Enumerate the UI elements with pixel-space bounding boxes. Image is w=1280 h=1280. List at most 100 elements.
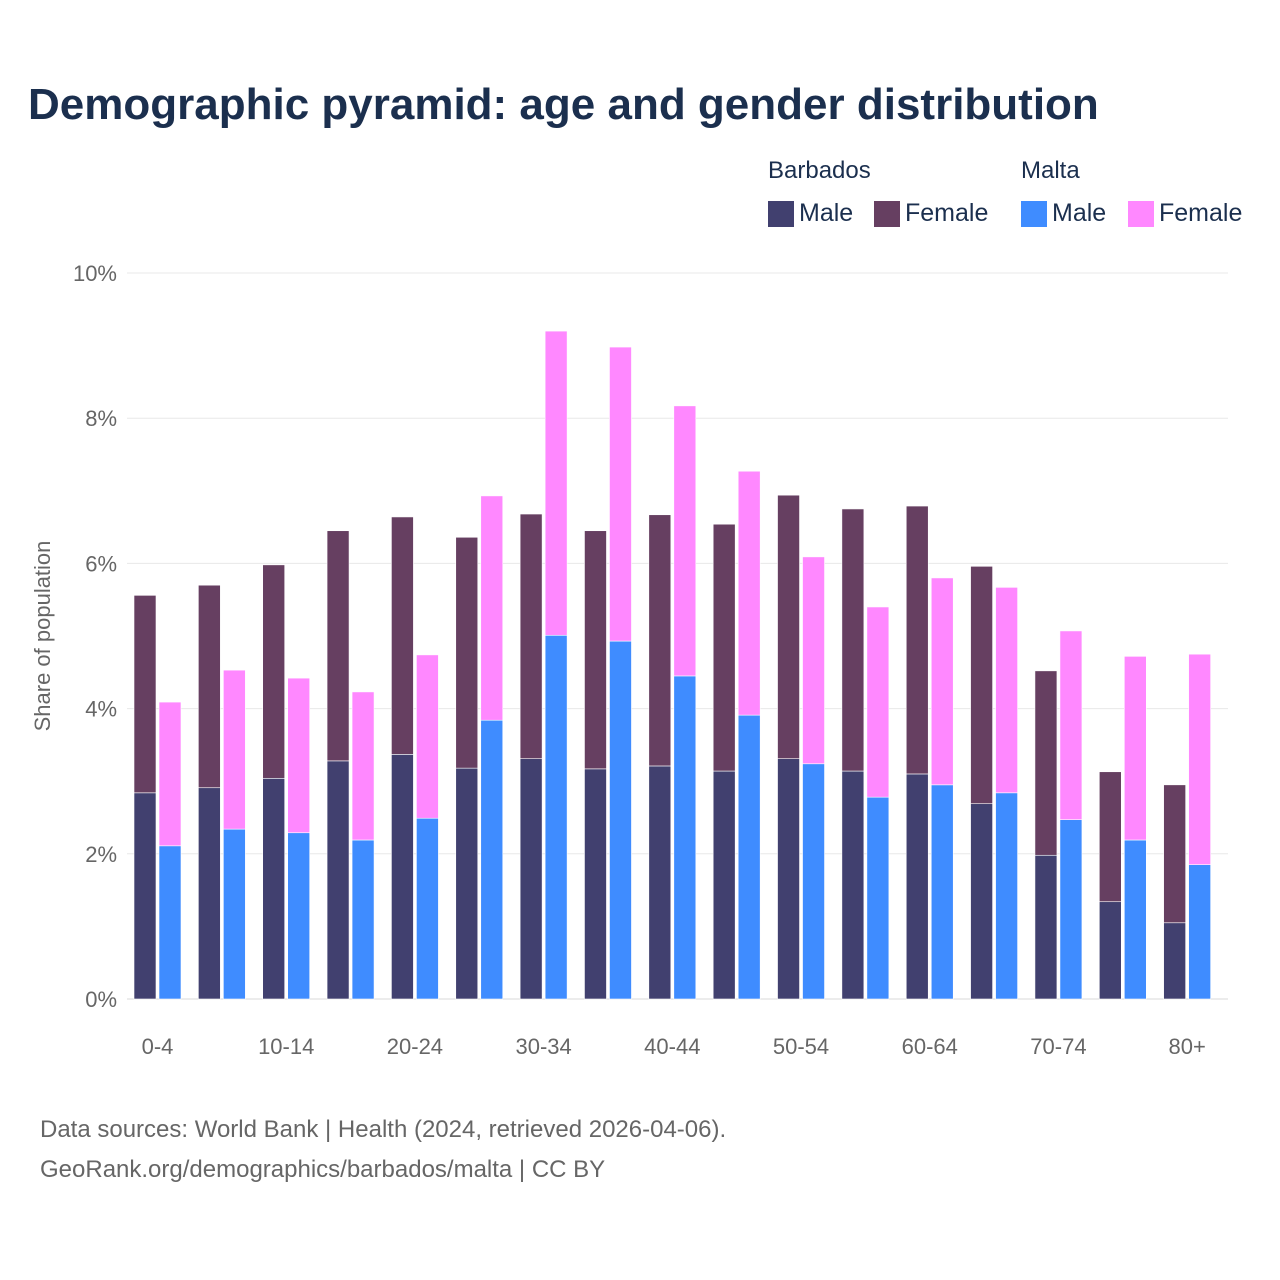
bar-barbados-female <box>970 566 993 805</box>
legend-item-malta-female[interactable]: Female <box>1128 199 1242 228</box>
bar-malta-male <box>158 845 182 1000</box>
x-tick-label: 50-54 <box>773 1034 829 1059</box>
y-tick-label: 8% <box>85 406 117 431</box>
bar-barbados-male <box>1034 854 1058 1000</box>
bar-malta-male <box>1123 839 1147 1000</box>
legend-label: Male <box>799 199 854 227</box>
bar-malta-male <box>995 792 1018 1000</box>
bar-barbados-male <box>712 770 736 1000</box>
footer-sources: Data sources: World Bank | Health (2024,… <box>40 1116 727 1143</box>
chart-title: Demographic pyramid: age and gender dist… <box>28 80 1099 129</box>
y-tick-label: 0% <box>85 987 117 1012</box>
footer-credit: GeoRank.org/demographics/barbados/malta … <box>40 1156 606 1183</box>
bar-barbados-female <box>712 523 736 772</box>
bar-barbados-male <box>841 770 865 1000</box>
bar-barbados-female <box>198 584 221 789</box>
bar-malta-male <box>673 675 697 1000</box>
x-tick-label: 10-14 <box>258 1034 314 1059</box>
x-tick-label: 60-64 <box>902 1034 958 1059</box>
bar-malta-male <box>609 640 632 1000</box>
bar-barbados-female <box>519 513 543 759</box>
bar-malta-female <box>673 405 697 677</box>
legend-item-barbados-female[interactable]: Female <box>874 199 988 228</box>
bar-malta-female <box>351 691 375 841</box>
x-tick-label: 20-24 <box>387 1034 443 1059</box>
bar-malta-female <box>930 577 954 786</box>
bar-barbados-male <box>648 765 672 1000</box>
bar-malta-female <box>480 495 504 721</box>
legend-swatch <box>1128 200 1154 227</box>
bar-malta-male <box>416 817 439 1000</box>
bar-barbados-male <box>1098 901 1122 1000</box>
bar-barbados-female <box>1098 771 1122 903</box>
bar-barbados-female <box>1034 670 1058 856</box>
x-tick-label: 40-44 <box>644 1034 700 1059</box>
bar-barbados-female <box>326 530 350 762</box>
bar-malta-male <box>351 839 375 1000</box>
bar-malta-female <box>995 587 1018 794</box>
bar-barbados-male <box>584 768 607 1000</box>
legend-group-barbados: Barbados <box>768 157 871 184</box>
x-tick-label: 0-4 <box>142 1034 174 1059</box>
bar-barbados-male <box>133 792 157 1000</box>
bar-barbados-male <box>1163 922 1186 1000</box>
legend-label: Female <box>905 199 989 227</box>
bar-barbados-female <box>262 564 286 779</box>
bar-barbados-female <box>133 595 157 794</box>
bar-barbados-male <box>519 758 543 1000</box>
legend-label: Female <box>1159 199 1243 227</box>
bar-barbados-female <box>777 494 800 759</box>
bar-barbados-female <box>1163 784 1186 924</box>
x-tick-label: 70-74 <box>1030 1034 1086 1059</box>
bar-barbados-female <box>648 514 672 767</box>
bar-malta-female <box>287 677 311 834</box>
legend-item-barbados-male[interactable]: Male <box>768 199 853 228</box>
y-axis-label: Share of population <box>30 541 55 732</box>
bar-malta-male <box>1188 864 1211 1000</box>
bar-malta-female <box>609 346 632 642</box>
y-tick-label: 10% <box>73 261 117 286</box>
bar-malta-female <box>802 556 825 765</box>
bar-malta-female <box>158 701 182 847</box>
bar-malta-male <box>1059 819 1083 1000</box>
y-tick-label: 6% <box>85 551 117 576</box>
bar-malta-female <box>866 606 890 798</box>
legend-label: Male <box>1052 199 1107 227</box>
bar-malta-male <box>223 828 246 1000</box>
bar-malta-female <box>1123 656 1147 841</box>
bar-barbados-male <box>262 777 286 1000</box>
bar-barbados-female <box>455 536 479 769</box>
legend-item-malta-male[interactable]: Male <box>1021 199 1106 228</box>
bar-malta-female <box>544 330 568 636</box>
bar-malta-male <box>802 763 825 1000</box>
x-tick-label: 80+ <box>1168 1034 1205 1059</box>
legend-swatch <box>1021 200 1047 227</box>
bar-malta-male <box>287 832 311 1000</box>
bar-malta-male <box>544 634 568 1000</box>
bar-barbados-male <box>455 767 479 1000</box>
bar-barbados-female <box>391 516 414 755</box>
bar-malta-female <box>1188 653 1211 865</box>
bar-barbados-female <box>584 530 607 770</box>
bar-barbados-male <box>198 787 221 1000</box>
y-tick-label: 2% <box>85 842 117 867</box>
bar-barbados-male <box>391 754 414 1000</box>
bar-barbados-male <box>970 803 993 1000</box>
bar-malta-female <box>1059 630 1083 820</box>
bar-barbados-male <box>905 773 929 1000</box>
legend-group-malta: Malta <box>1021 157 1080 184</box>
bar-malta-male <box>866 796 890 1000</box>
bar-barbados-female <box>841 508 865 772</box>
bar-malta-male <box>930 784 954 1000</box>
bar-malta-male <box>737 714 761 1000</box>
bar-malta-female <box>416 654 439 819</box>
bar-malta-female <box>223 669 246 830</box>
y-tick-label: 4% <box>85 697 117 722</box>
bar-barbados-female <box>905 505 929 775</box>
bar-malta-male <box>480 719 504 1000</box>
legend-swatch <box>768 200 794 227</box>
bar-malta-female <box>737 470 761 716</box>
bar-barbados-male <box>326 760 350 1000</box>
bar-barbados-male <box>777 758 800 1000</box>
